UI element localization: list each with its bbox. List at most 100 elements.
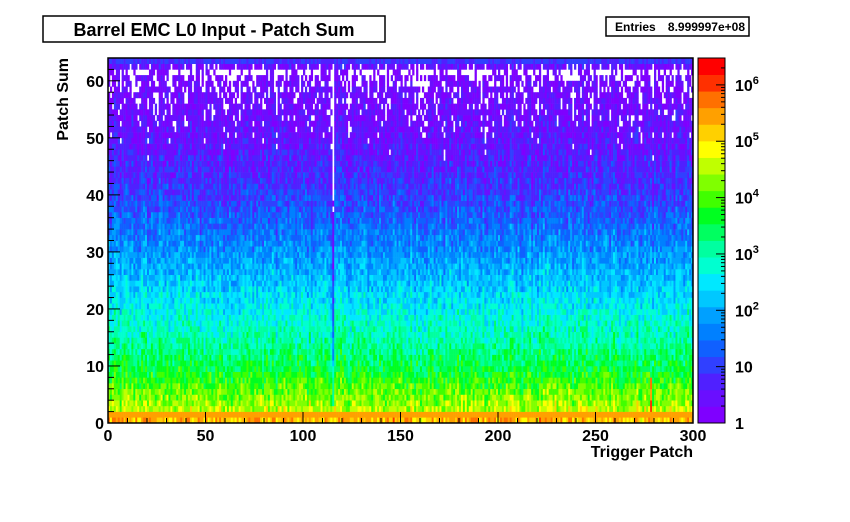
heatmap-cell xyxy=(215,109,218,116)
heatmap-cell xyxy=(262,194,265,201)
heatmap-cell xyxy=(248,348,251,355)
heatmap-cell xyxy=(187,257,191,264)
heatmap-cell xyxy=(242,354,245,361)
heatmap-cell xyxy=(178,280,181,287)
heatmap-cell xyxy=(189,365,193,372)
heatmap-cell xyxy=(137,331,140,338)
heatmap-cell xyxy=(180,405,183,412)
heatmap-cell xyxy=(158,394,161,401)
heatmap-cell xyxy=(264,331,267,338)
heatmap-cell xyxy=(256,280,259,287)
heatmap-cell xyxy=(148,223,152,230)
heatmap-cell xyxy=(148,69,152,76)
heatmap-cell xyxy=(135,211,138,218)
heatmap-cell xyxy=(158,314,161,321)
heatmap-cell xyxy=(205,269,208,276)
heatmap-cell xyxy=(182,240,185,247)
heatmap-cell xyxy=(170,314,173,321)
heatmap-cell xyxy=(258,183,261,190)
heatmap-cell xyxy=(244,371,247,378)
heatmap-cell xyxy=(129,297,132,304)
heatmap-cell xyxy=(191,200,195,207)
heatmap-cell xyxy=(164,86,167,93)
heatmap-cell xyxy=(236,371,239,378)
heatmap-cell xyxy=(252,251,255,258)
heatmap-cell xyxy=(145,297,148,304)
heatmap-cell xyxy=(166,388,169,395)
heatmap-cell xyxy=(147,143,150,150)
heatmap-cell xyxy=(176,326,179,333)
heatmap-cell xyxy=(164,274,167,281)
heatmap-cell xyxy=(264,109,267,116)
heatmap-cell xyxy=(238,400,241,407)
heatmap-cell xyxy=(158,331,161,338)
heatmap-cell xyxy=(191,143,195,150)
heatmap-cell xyxy=(148,115,152,122)
heatmap-cell xyxy=(260,149,263,156)
heatmap-cell xyxy=(148,211,152,218)
heatmap-cell xyxy=(252,143,255,150)
heatmap-cell xyxy=(148,331,152,338)
heatmap-cell xyxy=(215,291,218,298)
heatmap-cell xyxy=(135,189,138,196)
heatmap-cell xyxy=(195,166,198,173)
heatmap-cell xyxy=(254,394,257,401)
heatmap-cell xyxy=(162,394,165,401)
heatmap-cell xyxy=(205,417,208,424)
heatmap-cell xyxy=(207,75,210,82)
heatmap-cell xyxy=(160,400,163,407)
heatmap-cell xyxy=(207,405,210,412)
heatmap-cell xyxy=(209,320,212,327)
heatmap-cell xyxy=(117,103,120,110)
heatmap-cell xyxy=(252,229,255,236)
heatmap-cell xyxy=(246,58,249,64)
heatmap-cell xyxy=(113,234,117,241)
heatmap-cell xyxy=(187,103,191,110)
heatmap-cell xyxy=(170,223,173,230)
heatmap-cell xyxy=(201,109,204,116)
heatmap-cell xyxy=(170,92,173,99)
heatmap-cell xyxy=(226,211,230,218)
heatmap-cell xyxy=(211,343,214,350)
heatmap-cell xyxy=(234,394,237,401)
heatmap-cell xyxy=(108,172,111,179)
heatmap-cell xyxy=(248,320,251,327)
heatmap-cell xyxy=(111,137,115,144)
heatmap-cell xyxy=(113,240,117,247)
heatmap-cell xyxy=(139,92,142,99)
heatmap-cell xyxy=(199,274,202,281)
heatmap-cell xyxy=(166,126,169,133)
heatmap-cell xyxy=(148,103,152,110)
heatmap-cell xyxy=(182,388,185,395)
heatmap-cell xyxy=(143,194,146,201)
heatmap-cell xyxy=(223,149,226,156)
heatmap-cell xyxy=(213,251,216,258)
heatmap-cell xyxy=(244,132,247,139)
heatmap-cell xyxy=(131,303,134,310)
heatmap-cell xyxy=(232,348,236,355)
heatmap-cell xyxy=(215,303,218,310)
heatmap-cell xyxy=(213,97,216,104)
heatmap-cell xyxy=(168,217,171,224)
heatmap-cell xyxy=(123,251,126,258)
heatmap-cell xyxy=(186,377,189,384)
heatmap-cell xyxy=(199,58,202,64)
heatmap-cell xyxy=(178,320,181,327)
heatmap-cell xyxy=(209,189,212,196)
heatmap-cell xyxy=(193,411,197,418)
heatmap-cell xyxy=(186,331,189,338)
heatmap-cell xyxy=(238,183,241,190)
heatmap-cell xyxy=(187,223,191,230)
heatmap-cell xyxy=(209,240,212,247)
heatmap-cell xyxy=(264,343,267,350)
heatmap-cell xyxy=(262,154,265,161)
heatmap-cell xyxy=(133,308,136,315)
heatmap-cell xyxy=(160,172,163,179)
heatmap-cell xyxy=(217,80,220,87)
heatmap-cell xyxy=(184,308,187,315)
heatmap-cell xyxy=(207,223,210,230)
heatmap-cell xyxy=(265,223,269,230)
heatmap-cell xyxy=(199,126,202,133)
heatmap-cell xyxy=(141,172,144,179)
heatmap-cell xyxy=(199,388,202,395)
